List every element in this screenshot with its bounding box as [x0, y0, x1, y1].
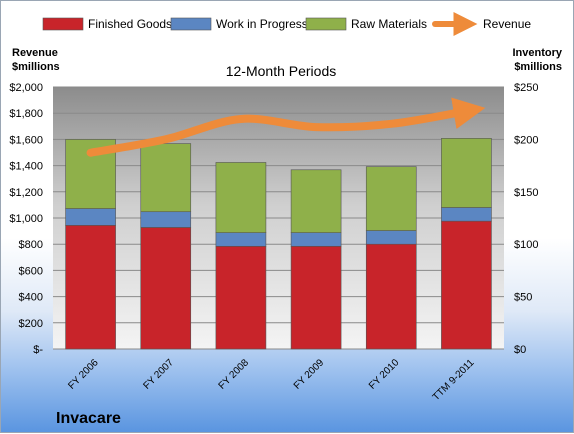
bar-segment [65, 208, 116, 226]
left-axis-title-line1: Revenue [12, 47, 58, 59]
right-axis-title-line2: $millions [514, 61, 562, 73]
right-axis-title-line1: Inventory [512, 47, 562, 59]
legend: Finished Goods Work in Progress Raw Materi… [42, 12, 531, 36]
revenue-line-group [86, 97, 486, 157]
gridlines [53, 86, 504, 350]
left-tick-label: $1,200 [9, 187, 43, 199]
bars [65, 138, 492, 350]
left-tick-label: $200 [19, 318, 43, 330]
left-tick-label: $- [33, 344, 43, 356]
bar-segment [441, 138, 492, 208]
company-name: Invacare [56, 410, 121, 427]
x-tick-label: TTM 9-2011 [431, 357, 477, 403]
left-axis-ticks: $- $200 $400 $600 $800 $1,000 $1,200 $1,400 $1,6… [9, 82, 43, 356]
right-tick-label: $100 [514, 239, 538, 251]
legend-label: Work in Progress [216, 17, 308, 31]
bar-segment [365, 166, 417, 231]
left-axis-title-line2: $millions [12, 61, 60, 73]
bar-segment [215, 245, 267, 350]
left-tick-label: $1,400 [9, 161, 43, 173]
x-axis-ticks: FY 2006 FY 2007 FY 2008 FY 2009 FY 2010 TTM 9… [66, 357, 477, 403]
bar-segment [215, 232, 267, 247]
bar-segment [140, 211, 192, 228]
chart-subtitle: 12-Month Periods [226, 63, 337, 79]
left-tick-label: $800 [19, 239, 43, 251]
x-tick-label: FY 2007 [141, 357, 176, 392]
bar-segment [65, 225, 116, 350]
left-tick-label: $400 [19, 292, 43, 304]
bar-segment [441, 220, 492, 350]
bar-segment [365, 230, 417, 245]
legend-swatch [170, 17, 212, 31]
bar-segment [290, 169, 342, 233]
right-tick-label: $0 [514, 344, 526, 356]
legend-label: Revenue [483, 17, 531, 31]
bar-segment [441, 207, 492, 222]
bar-segment [290, 232, 342, 247]
left-tick-label: $2,000 [9, 82, 43, 94]
x-tick-label: FY 2008 [217, 357, 252, 392]
legend-swatch [42, 17, 84, 31]
legend-label: Raw Materials [351, 17, 427, 31]
bar-segment [365, 243, 417, 350]
right-tick-label: $50 [514, 292, 532, 304]
bar-segment [140, 227, 192, 350]
legend-swatch [305, 17, 347, 31]
x-tick-label: FY 2006 [66, 357, 101, 392]
right-axis-ticks: $0 $50 $100 $150 $200 $250 [514, 82, 538, 356]
left-tick-label: $1,600 [9, 134, 43, 146]
x-tick-label: FY 2009 [292, 357, 327, 392]
right-tick-label: $200 [514, 134, 538, 146]
left-tick-label: $1,800 [9, 108, 43, 120]
bar-segment [215, 162, 267, 233]
x-tick-label: FY 2010 [367, 357, 402, 392]
left-tick-label: $1,000 [9, 213, 43, 225]
right-tick-label: $250 [514, 82, 538, 94]
legend-label: Finished Goods [88, 17, 172, 31]
bar-segment [140, 143, 192, 213]
revenue-line [86, 97, 486, 157]
bar-segment [290, 245, 342, 350]
right-tick-label: $150 [514, 187, 538, 199]
left-tick-label: $600 [19, 265, 43, 277]
